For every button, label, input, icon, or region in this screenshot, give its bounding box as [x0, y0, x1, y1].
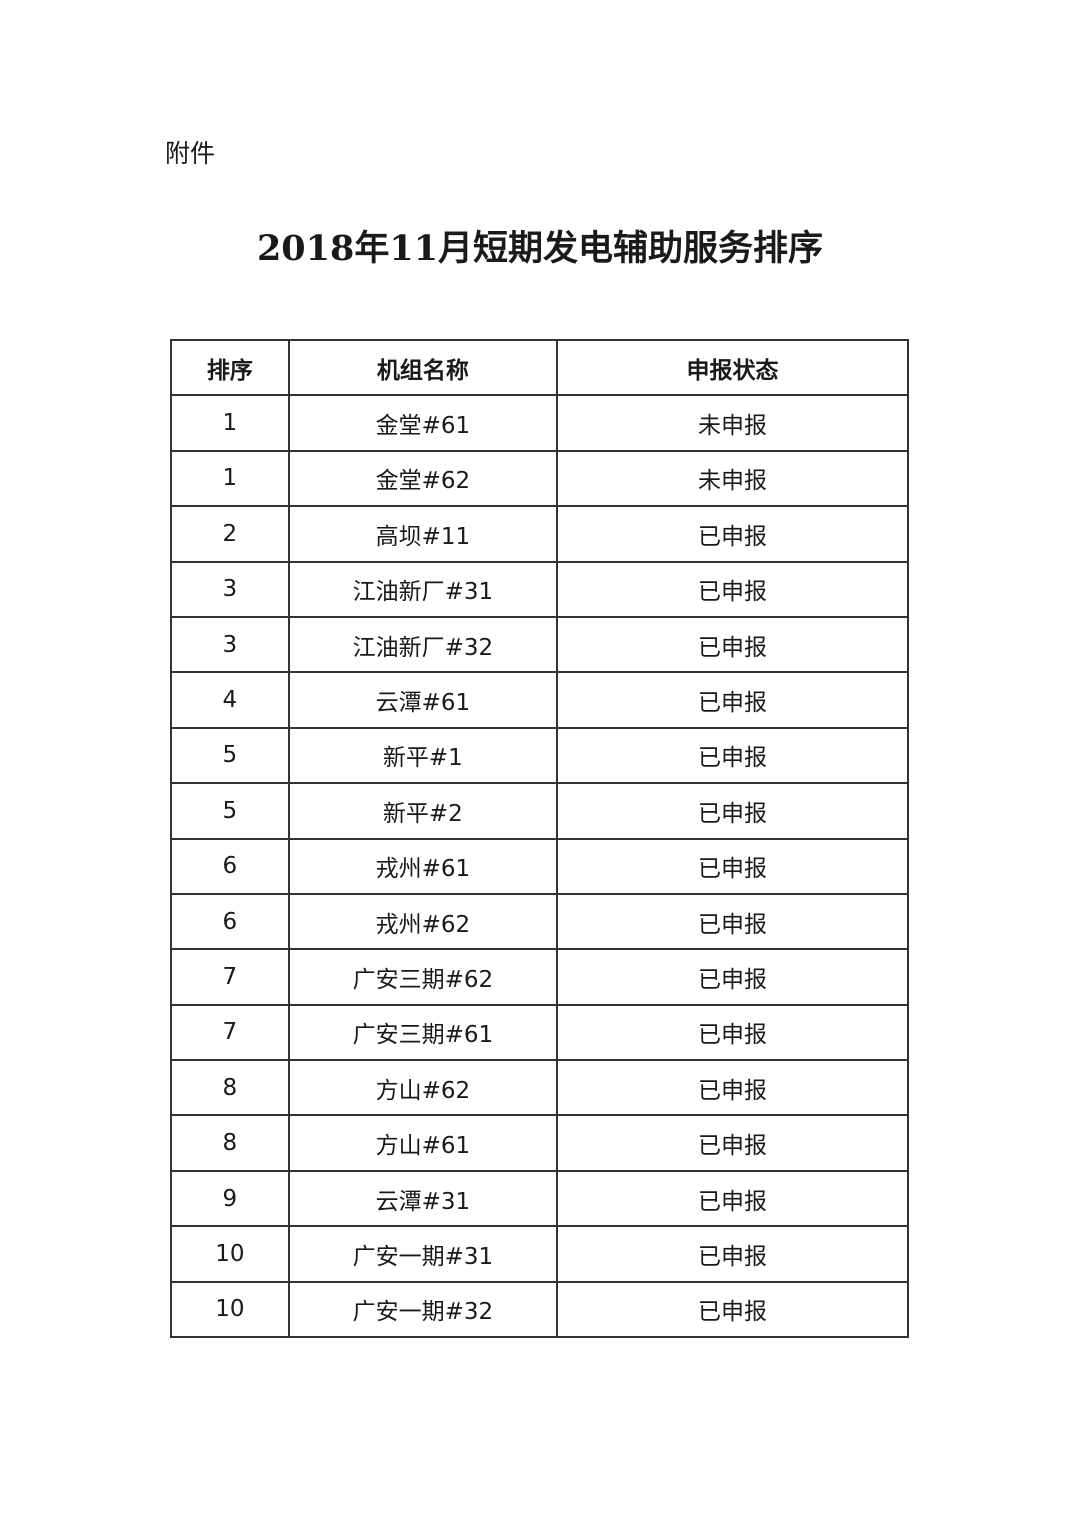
table-row: 8 方山#62 已申报 [170, 1059, 909, 1117]
table-row: 5 新平#1 已申报 [170, 726, 909, 785]
table-row: 3 江油新厂#31 已申报 [170, 560, 909, 618]
unit-name-cell: 方山#61 [287, 1114, 559, 1172]
status-cell: 已申报 [556, 1169, 909, 1228]
rank-cell: 2 [170, 505, 290, 563]
unit-name-cell: 云潭#61 [287, 671, 559, 729]
table-row: 5 新平#2 已申报 [170, 782, 909, 840]
table-row: 6 戎州#61 已申报 [170, 837, 909, 895]
unit-name-cell: 广安三期#62 [287, 948, 559, 1006]
status-cell: 已申报 [556, 615, 909, 674]
status-cell: 已申报 [556, 560, 909, 618]
table-row: 8 方山#61 已申报 [170, 1114, 909, 1172]
rank-cell: 7 [170, 948, 290, 1006]
table-row: 7 广安三期#62 已申报 [170, 948, 909, 1006]
rank-cell: 10 [170, 1280, 290, 1339]
rank-cell: 7 [170, 1003, 290, 1062]
ranking-table: 排序 机组名称 申报状态 1 金堂#61 未申报 1 金堂#62 未申报 2 高坝#11 已申报… [170, 338, 909, 1339]
rank-cell: 8 [170, 1059, 290, 1117]
status-cell: 已申报 [556, 671, 909, 729]
status-cell: 已申报 [556, 726, 909, 785]
unit-name-cell: 高坝#11 [287, 505, 559, 563]
table-row: 6 戎州#62 已申报 [170, 892, 909, 951]
table-row: 3 江油新厂#32 已申报 [170, 615, 909, 674]
status-cell: 未申报 [556, 449, 909, 508]
table-row: 2 高坝#11 已申报 [170, 505, 909, 563]
rank-cell: 1 [170, 449, 290, 508]
unit-name-cell: 金堂#62 [287, 449, 559, 508]
rank-cell: 6 [170, 892, 290, 951]
status-cell: 已申报 [556, 1114, 909, 1172]
status-cell: 已申报 [556, 1225, 909, 1283]
unit-name-cell: 金堂#61 [287, 394, 559, 452]
rank-cell: 9 [170, 1169, 290, 1228]
table-row: 1 金堂#61 未申报 [170, 394, 909, 452]
attachment-label: 附件 [165, 139, 216, 168]
header-status: 申报状态 [556, 338, 909, 397]
table-row: 9 云潭#31 已申报 [170, 1169, 909, 1228]
unit-name-cell: 广安一期#32 [287, 1280, 559, 1339]
header-rank: 排序 [170, 338, 290, 397]
unit-name-cell: 戎州#62 [287, 892, 559, 951]
status-cell: 已申报 [556, 948, 909, 1006]
unit-name-cell: 广安三期#61 [287, 1003, 559, 1062]
unit-name-cell: 广安一期#31 [287, 1225, 559, 1283]
status-cell: 未申报 [556, 394, 909, 452]
rank-cell: 10 [170, 1225, 290, 1283]
rank-cell: 4 [170, 671, 290, 729]
unit-name-cell: 方山#62 [287, 1059, 559, 1117]
rank-cell: 5 [170, 726, 290, 785]
rank-cell: 3 [170, 560, 290, 618]
unit-name-cell: 新平#1 [287, 726, 559, 785]
rank-cell: 6 [170, 837, 290, 895]
unit-name-cell: 云潭#31 [287, 1169, 559, 1228]
unit-name-cell: 江油新厂#32 [287, 615, 559, 674]
table-row: 4 云潭#61 已申报 [170, 671, 909, 729]
rank-cell: 5 [170, 782, 290, 840]
rank-cell: 1 [170, 394, 290, 452]
table-row: 10 广安一期#32 已申报 [170, 1280, 909, 1339]
table-header-row: 排序 机组名称 申报状态 [170, 338, 909, 397]
status-cell: 已申报 [556, 1280, 909, 1339]
status-cell: 已申报 [556, 837, 909, 895]
status-cell: 已申报 [556, 1059, 909, 1117]
unit-name-cell: 新平#2 [287, 782, 559, 840]
document-title: 2018年11月短期发电辅助服务排序 [256, 228, 824, 269]
unit-name-cell: 江油新厂#31 [287, 560, 559, 618]
rank-cell: 8 [170, 1114, 290, 1172]
table-row: 10 广安一期#31 已申报 [170, 1225, 909, 1283]
header-unit-name: 机组名称 [287, 338, 559, 397]
table-row: 1 金堂#62 未申报 [170, 449, 909, 508]
status-cell: 已申报 [556, 782, 909, 840]
table-row: 7 广安三期#61 已申报 [170, 1003, 909, 1062]
status-cell: 已申报 [556, 505, 909, 563]
rank-cell: 3 [170, 615, 290, 674]
unit-name-cell: 戎州#61 [287, 837, 559, 895]
status-cell: 已申报 [556, 892, 909, 951]
status-cell: 已申报 [556, 1003, 909, 1062]
